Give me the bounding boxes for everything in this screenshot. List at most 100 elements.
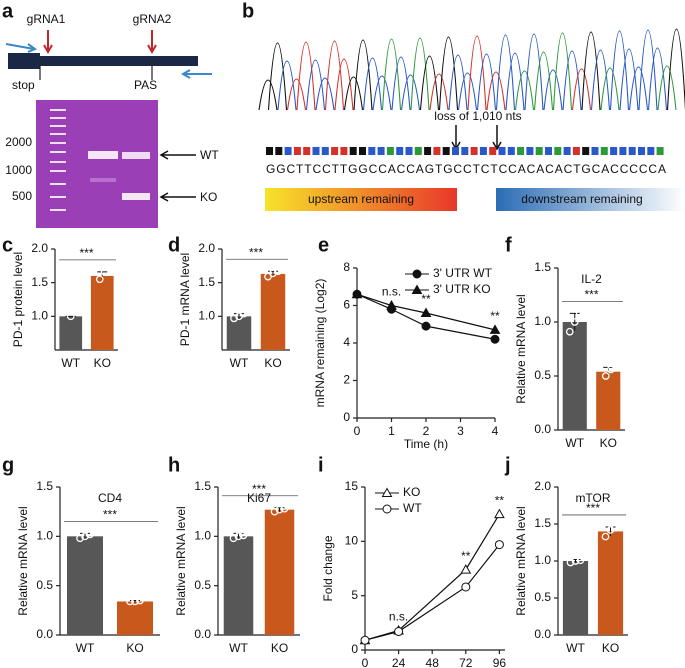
- deletion-label: loss of 1,010 nts: [434, 109, 521, 123]
- significance: ***: [249, 245, 263, 259]
- x-tick-label: KO: [264, 356, 281, 370]
- peak: [657, 65, 677, 111]
- x-axis-label: Time (h): [404, 437, 448, 451]
- base-box: [628, 147, 636, 155]
- marker: [351, 288, 363, 299]
- base-box: [452, 147, 459, 155]
- bar: [260, 273, 286, 350]
- chart-title: IL-2: [581, 272, 602, 286]
- peak: [647, 47, 668, 111]
- peak: [524, 33, 544, 111]
- base-box: [647, 147, 655, 155]
- legend-label: 3' UTR WT: [433, 266, 493, 280]
- y-tick-label: 2.0: [534, 479, 551, 493]
- peak: [486, 71, 506, 111]
- peak: [286, 78, 307, 111]
- y-tick-label: 0.5: [534, 368, 551, 382]
- peak: [562, 50, 582, 111]
- y-tick-label: 1.5: [194, 479, 211, 493]
- peak: [514, 70, 535, 111]
- deletion-arrow: [451, 125, 502, 151]
- base-box: [591, 147, 599, 155]
- peak: [628, 66, 649, 111]
- peak: [495, 34, 516, 111]
- guide-label: gRNA2: [133, 12, 172, 26]
- y-tick-label: 10: [345, 534, 359, 548]
- bar: [562, 561, 589, 635]
- marker: [461, 582, 471, 592]
- x-tick-label: WT: [229, 641, 248, 655]
- marker: [494, 540, 504, 550]
- legend-label: KO: [403, 485, 420, 499]
- ladder-label: 500: [12, 189, 32, 203]
- chart-title: mTOR: [575, 491, 610, 505]
- x-tick-label: KO: [600, 436, 617, 450]
- base-box: [582, 147, 590, 155]
- x-tick-label: 96: [493, 656, 507, 668]
- significance: ***: [103, 508, 117, 522]
- data-point: [240, 309, 248, 318]
- base-box: [498, 147, 506, 155]
- peak: [609, 30, 630, 111]
- base-box: [396, 147, 404, 155]
- peak: [571, 68, 592, 111]
- peak: [410, 37, 430, 111]
- peak: [391, 56, 411, 111]
- x-tick-label: KO: [94, 356, 111, 370]
- significance: ***: [252, 482, 266, 496]
- y-tick-label: 0.5: [194, 578, 211, 592]
- legend-marker: [411, 284, 423, 294]
- x-tick-label: 48: [426, 656, 440, 668]
- peak: [296, 41, 316, 111]
- bar: [264, 509, 295, 635]
- peak: [305, 59, 326, 111]
- x-tick-label: 0: [362, 656, 369, 668]
- panel-letter: f: [505, 234, 512, 256]
- data-point: [131, 597, 139, 606]
- y-tick-label: 0.0: [36, 627, 53, 641]
- x-tick-label: KO: [126, 641, 143, 655]
- base-boxes: [266, 147, 664, 155]
- series-line: [356, 293, 496, 340]
- peak: [429, 73, 449, 111]
- data-point: [95, 275, 104, 284]
- x-tick-label: 3: [457, 424, 464, 438]
- legend-marker: [382, 504, 392, 514]
- peak: [353, 39, 373, 111]
- annotation: **: [495, 493, 505, 507]
- bar: [596, 371, 621, 430]
- sequence: GGCTTCCTTGGCCACCAGTGCCTCTCCACACACTGCACCC…: [266, 162, 666, 176]
- annotation: n.s.: [389, 610, 408, 624]
- base-box: [442, 147, 450, 155]
- data-point: [575, 309, 584, 318]
- pas-label: PAS: [134, 78, 157, 92]
- base-box: [545, 147, 552, 155]
- chromatogram: [258, 28, 685, 111]
- base-box: [600, 147, 608, 155]
- y-tick-label: 6: [343, 298, 350, 312]
- peak: [581, 31, 601, 111]
- base-box: [340, 147, 348, 155]
- y-tick-label: 1.0: [198, 309, 215, 323]
- y-tick-label: 5: [351, 588, 358, 602]
- x-tick-label: 72: [459, 656, 473, 668]
- panel-letter: e: [318, 234, 329, 256]
- peak: [543, 69, 563, 111]
- base-box: [303, 147, 311, 155]
- peak: [457, 72, 478, 111]
- legend-label: WT: [403, 501, 422, 515]
- error-bar: [569, 312, 580, 331]
- base-box: [619, 147, 627, 155]
- band-arrow: [159, 150, 196, 202]
- base-box: [349, 147, 357, 155]
- legend-marker: [381, 487, 393, 497]
- peak: [476, 53, 497, 111]
- band-label: WT: [200, 148, 219, 162]
- data-point: [566, 558, 575, 567]
- peak: [666, 28, 685, 111]
- peak: [277, 60, 297, 111]
- peak: [381, 38, 402, 111]
- peak: [590, 49, 611, 111]
- data-point: [136, 596, 144, 605]
- data-point: [229, 534, 238, 543]
